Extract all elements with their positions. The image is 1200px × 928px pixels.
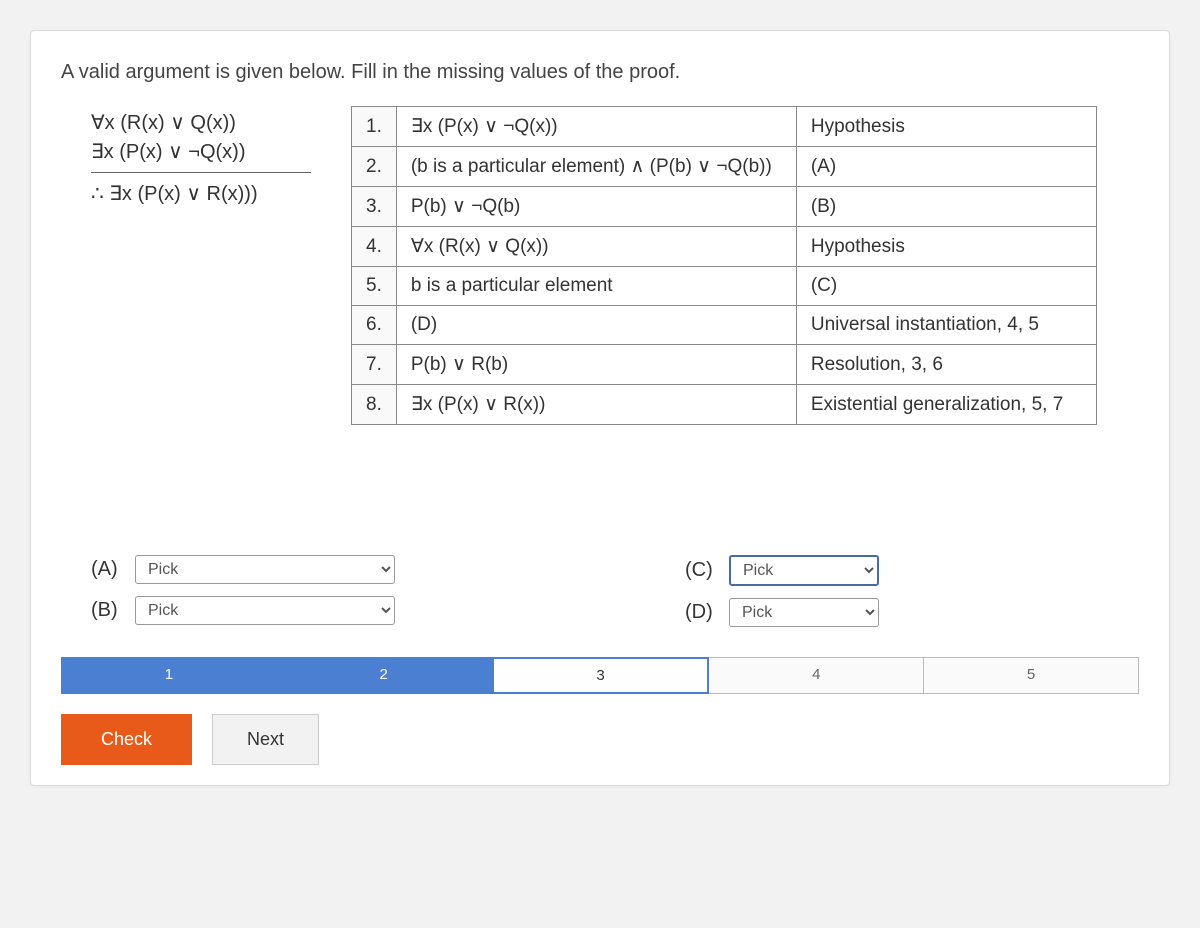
proof-body: 1.∃x (P(x) ∨ ¬Q(x))Hypothesis2.(b is a p…	[352, 107, 1097, 425]
answer-select-c[interactable]: Pick	[729, 555, 879, 586]
progress-segment[interactable]: 2	[277, 657, 492, 694]
answer-select-a[interactable]: Pick	[135, 555, 395, 584]
answer-select-d[interactable]: Pick	[729, 598, 879, 627]
prompt-text: A valid argument is given below. Fill in…	[61, 61, 1139, 84]
proof-table: 1.∃x (P(x) ∨ ¬Q(x))Hypothesis2.(b is a p…	[351, 106, 1097, 425]
argument-block: ∀x (R(x) ∨ Q(x)) ∃x (P(x) ∨ ¬Q(x)) ∴ ∃x …	[61, 106, 301, 206]
proof-row-reason: Existential generalization, 5, 7	[796, 385, 1096, 425]
proof-row: 3.P(b) ∨ ¬Q(b)(B)	[352, 187, 1097, 227]
answer-line-b: (B) Pick	[91, 596, 395, 625]
proof-row: 5.b is a particular element(C)	[352, 267, 1097, 306]
answer-line-a: (A) Pick	[91, 555, 395, 584]
progress-segment[interactable]: 3	[492, 657, 710, 694]
top-row: ∀x (R(x) ∨ Q(x)) ∃x (P(x) ∨ ¬Q(x)) ∴ ∃x …	[61, 106, 1139, 425]
proof-row: 1.∃x (P(x) ∨ ¬Q(x))Hypothesis	[352, 107, 1097, 147]
proof-row: 6.(D)Universal instantiation, 4, 5	[352, 306, 1097, 345]
progress-segment[interactable]: 1	[61, 657, 277, 694]
proof-row-step: ∀x (R(x) ∨ Q(x))	[396, 227, 796, 267]
proof-row-reason: Hypothesis	[796, 107, 1096, 147]
answer-label-a: (A)	[91, 558, 121, 581]
proof-row-reason: (A)	[796, 147, 1096, 187]
proof-row-reason: (C)	[796, 267, 1096, 306]
proof-row-num: 1.	[352, 107, 397, 147]
answer-label-d: (D)	[685, 601, 715, 624]
conclusion: ∴ ∃x (P(x) ∨ R(x)))	[91, 181, 301, 206]
answers-col-left: (A) Pick (B) Pick	[91, 555, 395, 627]
proof-row-num: 7.	[352, 345, 397, 385]
proof-row-num: 8.	[352, 385, 397, 425]
proof-row-step: b is a particular element	[396, 267, 796, 306]
check-button[interactable]: Check	[61, 714, 192, 765]
proof-row-reason: Resolution, 3, 6	[796, 345, 1096, 385]
premise-1: ∀x (R(x) ∨ Q(x))	[91, 110, 301, 135]
proof-row-step: ∃x (P(x) ∨ R(x))	[396, 385, 796, 425]
button-row: Check Next	[61, 714, 1139, 765]
proof-row-reason: Universal instantiation, 4, 5	[796, 306, 1096, 345]
answers-row: (A) Pick (B) Pick (C) Pick (D)	[61, 555, 1139, 627]
proof-row-num: 5.	[352, 267, 397, 306]
proof-row-num: 3.	[352, 187, 397, 227]
answers-col-right: (C) Pick (D) Pick	[685, 555, 879, 627]
proof-row: 2.(b is a particular element) ∧ (P(b) ∨ …	[352, 147, 1097, 187]
proof-row-num: 4.	[352, 227, 397, 267]
proof-row: 4.∀x (R(x) ∨ Q(x))Hypothesis	[352, 227, 1097, 267]
answer-select-b[interactable]: Pick	[135, 596, 395, 625]
proof-row: 8.∃x (P(x) ∨ R(x))Existential generaliza…	[352, 385, 1097, 425]
proof-row-reason: (B)	[796, 187, 1096, 227]
answer-label-c: (C)	[685, 559, 715, 582]
proof-row-reason: Hypothesis	[796, 227, 1096, 267]
proof-row-num: 2.	[352, 147, 397, 187]
progress-bar: 12345	[61, 657, 1139, 694]
proof-row-step: P(b) ∨ R(b)	[396, 345, 796, 385]
proof-row-step: (D)	[396, 306, 796, 345]
proof-row-num: 6.	[352, 306, 397, 345]
next-button[interactable]: Next	[212, 714, 319, 765]
argument-divider	[91, 172, 311, 173]
progress-segment[interactable]: 5	[924, 657, 1139, 694]
proof-row-step: (b is a particular element) ∧ (P(b) ∨ ¬Q…	[396, 147, 796, 187]
answer-label-b: (B)	[91, 599, 121, 622]
premise-2: ∃x (P(x) ∨ ¬Q(x))	[91, 139, 301, 164]
answer-line-c: (C) Pick	[685, 555, 879, 586]
proof-row-step: ∃x (P(x) ∨ ¬Q(x))	[396, 107, 796, 147]
question-card: A valid argument is given below. Fill in…	[30, 30, 1170, 786]
progress-segment[interactable]: 4	[709, 657, 924, 694]
proof-row-step: P(b) ∨ ¬Q(b)	[396, 187, 796, 227]
answer-line-d: (D) Pick	[685, 598, 879, 627]
proof-row: 7.P(b) ∨ R(b)Resolution, 3, 6	[352, 345, 1097, 385]
